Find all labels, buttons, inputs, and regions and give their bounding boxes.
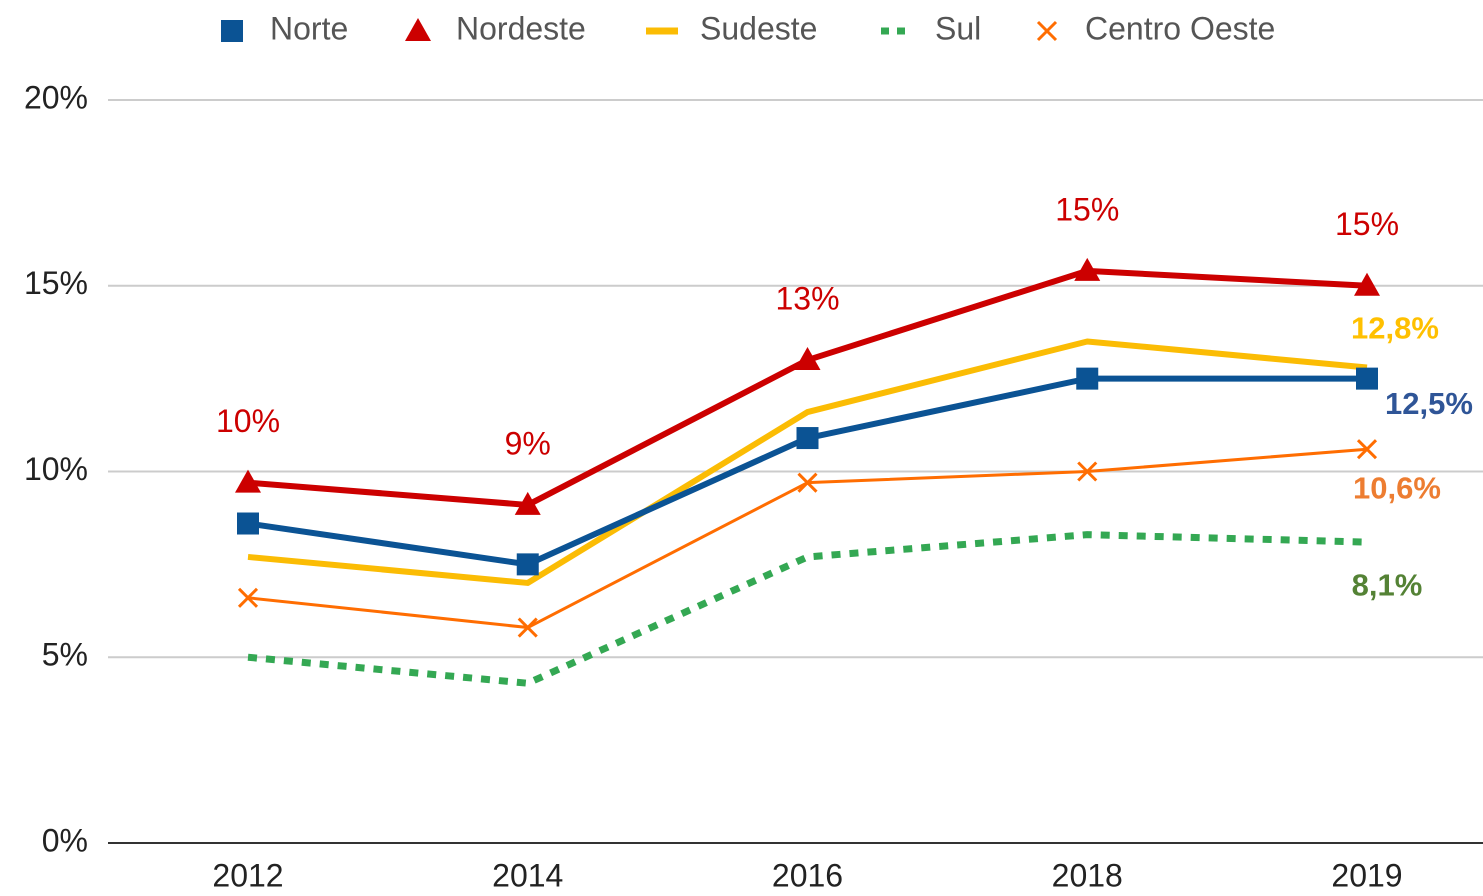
y-tick-label: 0% — [42, 822, 88, 858]
x-tick-label: 2019 — [1331, 857, 1402, 893]
data-label: 10% — [216, 403, 280, 439]
point-marker — [517, 617, 538, 638]
y-tick-label: 10% — [24, 451, 88, 487]
point-marker — [1356, 439, 1378, 460]
data-label: 15% — [1055, 191, 1119, 227]
point-marker — [1354, 272, 1380, 296]
point-marker — [794, 347, 821, 371]
series-line — [247, 338, 1368, 586]
point-marker — [797, 472, 818, 493]
legend-marker — [221, 20, 243, 42]
legend-label: Norte — [270, 10, 348, 46]
series-line — [247, 531, 1368, 687]
point-marker — [1077, 461, 1098, 482]
data-label: 8,1% — [1352, 567, 1423, 602]
point-marker — [1356, 367, 1378, 390]
data-label: 15% — [1335, 206, 1399, 242]
data-label: 12,5% — [1385, 386, 1473, 421]
point-marker — [516, 553, 539, 576]
y-tick-label: 20% — [24, 79, 88, 115]
x-tick-label: 2018 — [1052, 857, 1123, 893]
point-marker — [235, 469, 261, 493]
y-tick-label: 5% — [42, 637, 88, 673]
data-label: 10,6% — [1353, 470, 1441, 505]
x-tick-label: 2012 — [212, 857, 283, 893]
point-marker — [1074, 257, 1101, 281]
point-marker — [1076, 367, 1099, 390]
legend-label: Sudeste — [700, 10, 817, 46]
legend-marker — [405, 18, 431, 41]
legend-label: Sul — [935, 10, 981, 46]
x-tick-label: 2014 — [492, 857, 563, 893]
data-label: 12,8% — [1351, 311, 1439, 346]
y-tick-label: 15% — [24, 265, 88, 301]
point-marker — [237, 512, 259, 535]
legend-label: Centro Oeste — [1085, 10, 1275, 46]
data-label: 13% — [775, 281, 839, 317]
legend-label: Nordeste — [456, 10, 586, 46]
x-tick-label: 2016 — [772, 857, 843, 893]
point-marker — [237, 587, 259, 608]
point-marker — [796, 427, 819, 450]
legend-marker — [1036, 20, 1058, 42]
point-marker — [514, 491, 541, 515]
data-label: 9% — [505, 425, 551, 461]
